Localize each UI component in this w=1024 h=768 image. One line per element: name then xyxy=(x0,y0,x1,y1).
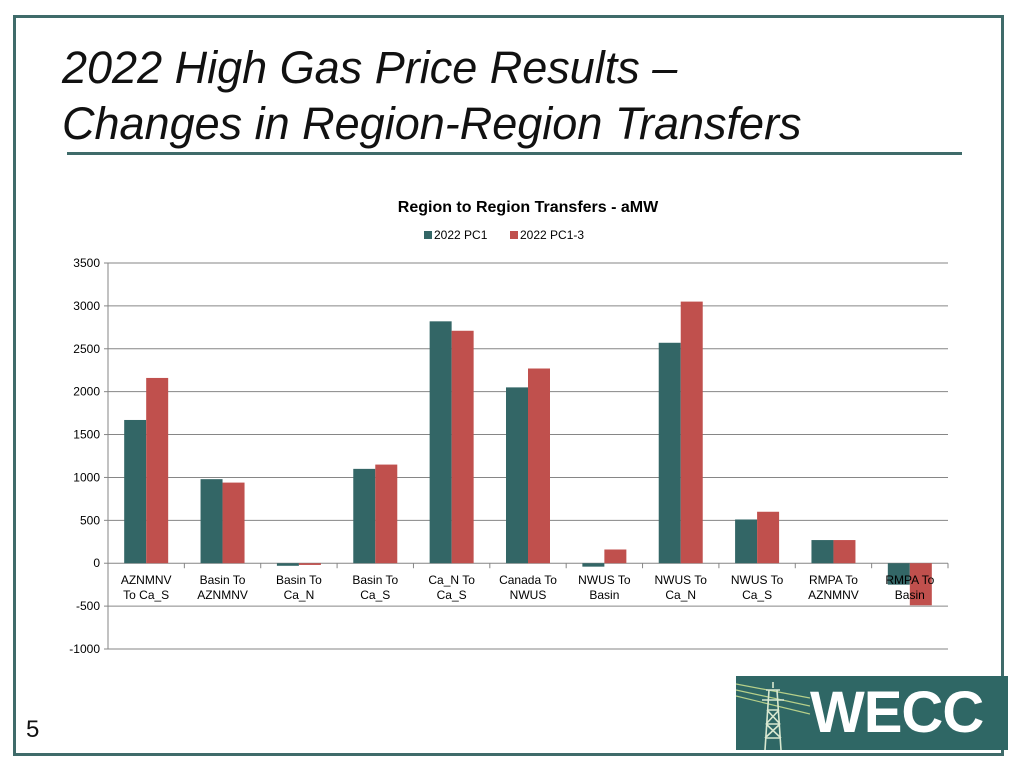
bar xyxy=(833,540,856,564)
x-tick-label: Ca_S xyxy=(742,588,772,602)
x-tick-label: Basin xyxy=(895,588,925,602)
x-tick-label: RMPA To xyxy=(809,573,858,587)
y-tick-label: -500 xyxy=(76,599,100,613)
wecc-logo: WECC xyxy=(736,676,1008,750)
y-tick-label: 2000 xyxy=(73,385,100,399)
bar xyxy=(735,519,758,564)
logo-text: WECC xyxy=(810,680,984,745)
bar xyxy=(757,511,780,564)
bar xyxy=(146,377,169,564)
x-tick-label: AZNMNV xyxy=(808,588,859,602)
x-tick-label: Canada To xyxy=(499,573,557,587)
x-tick-label: NWUS To xyxy=(655,573,708,587)
x-tick-label: To Ca_S xyxy=(123,588,169,602)
bar xyxy=(811,540,834,564)
y-tick-label: 500 xyxy=(80,513,100,527)
bar xyxy=(887,563,910,585)
bar xyxy=(451,330,474,564)
transmission-tower-icon xyxy=(736,682,810,750)
bar xyxy=(528,368,550,564)
bar xyxy=(222,482,245,564)
slide-frame xyxy=(13,15,1004,756)
y-tick-label: 2500 xyxy=(73,342,100,356)
bar xyxy=(298,563,321,565)
bar xyxy=(124,419,147,564)
x-tick-label: NWUS To xyxy=(731,573,784,587)
title-underline xyxy=(67,152,962,155)
bar xyxy=(375,464,398,564)
legend-label: 2022 PC1 xyxy=(434,228,488,242)
x-tick-label: AZNMNV xyxy=(197,588,248,602)
bar xyxy=(353,468,376,564)
title-line-2: Changes in Region-Region Transfers xyxy=(62,98,802,149)
slide-title: 2022 High Gas Price Results – Changes in… xyxy=(62,40,802,152)
legend-swatch xyxy=(424,231,432,239)
y-tick-label: 1500 xyxy=(73,428,100,442)
x-tick-label: Basin To xyxy=(200,573,246,587)
bar xyxy=(658,342,681,564)
y-tick-label: 3500 xyxy=(73,256,100,270)
bar xyxy=(506,387,528,564)
y-tick-label: 0 xyxy=(93,556,100,570)
y-tick-label: 3000 xyxy=(73,299,100,313)
bar xyxy=(276,563,299,566)
y-tick-label: 1000 xyxy=(73,470,100,484)
x-tick-label: Ca_S xyxy=(360,588,390,602)
x-tick-label: Basin To xyxy=(276,573,322,587)
y-tick-label: -1000 xyxy=(69,642,100,656)
legend-swatch xyxy=(510,231,518,239)
x-tick-label: AZNMNV xyxy=(121,573,172,587)
chart-title: Region to Region Transfers - aMW xyxy=(398,199,659,216)
x-tick-label: Basin xyxy=(589,588,619,602)
bar xyxy=(582,563,605,567)
bar xyxy=(604,549,627,564)
x-tick-label: NWUS xyxy=(510,588,547,602)
x-tick-label: NWUS To xyxy=(578,573,631,587)
bar xyxy=(200,479,223,564)
legend-label: 2022 PC1-3 xyxy=(520,228,584,242)
x-tick-label: RMPA To xyxy=(885,573,934,587)
bar xyxy=(909,563,932,606)
bar xyxy=(429,321,452,564)
page-number: 5 xyxy=(26,716,40,743)
x-tick-label: Ca_N To xyxy=(428,573,475,587)
title-line-1: 2022 High Gas Price Results – xyxy=(62,42,678,93)
x-tick-label: Ca_N xyxy=(665,588,696,602)
x-tick-label: Basin To xyxy=(352,573,398,587)
x-tick-label: Ca_N xyxy=(284,588,315,602)
x-tick-label: Ca_S xyxy=(437,588,467,602)
bar xyxy=(680,301,703,564)
